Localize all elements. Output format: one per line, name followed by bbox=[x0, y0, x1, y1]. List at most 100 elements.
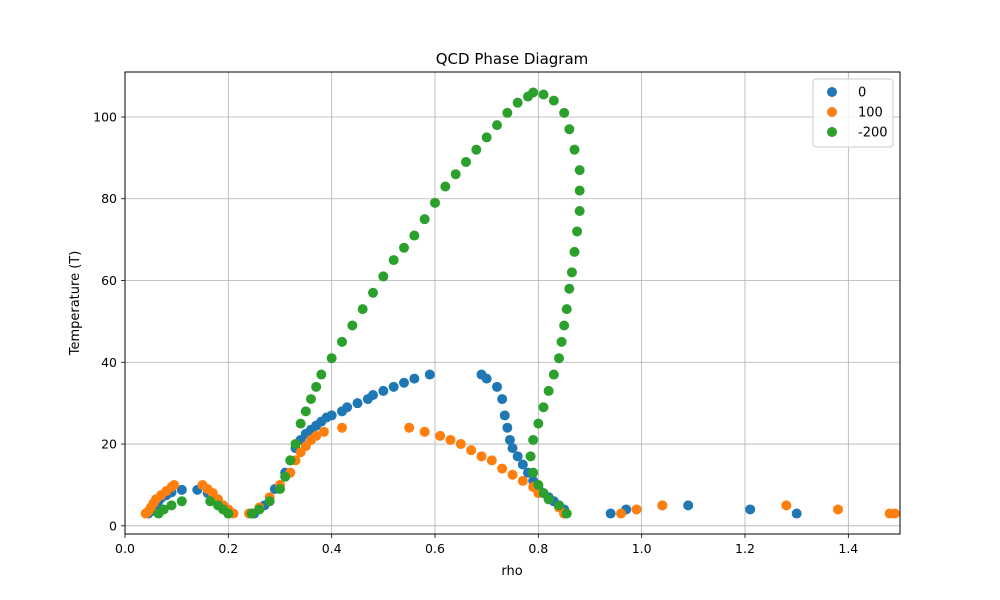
data-point bbox=[399, 242, 409, 253]
x-tick-label: 0.2 bbox=[218, 541, 238, 556]
data-point bbox=[440, 181, 451, 192]
data-point bbox=[781, 500, 792, 511]
data-point bbox=[745, 504, 756, 515]
x-tick-label: 0.6 bbox=[425, 541, 445, 556]
y-axis-ticks: 0 20 40 60 80 100 bbox=[93, 109, 125, 533]
data-point bbox=[533, 479, 544, 490]
data-point bbox=[528, 87, 539, 98]
data-point bbox=[548, 95, 559, 106]
plot-frame bbox=[124, 71, 901, 535]
data-point bbox=[481, 132, 492, 143]
legend-label: -200 bbox=[858, 126, 888, 141]
data-point bbox=[683, 500, 694, 511]
data-point bbox=[502, 107, 513, 118]
data-point bbox=[419, 426, 430, 437]
data-point bbox=[504, 434, 515, 445]
data-point bbox=[564, 283, 575, 294]
data-point bbox=[525, 451, 536, 462]
y-tick-label: 100 bbox=[93, 109, 117, 124]
data-point bbox=[517, 475, 528, 486]
data-point bbox=[424, 369, 435, 380]
data-point bbox=[605, 508, 616, 519]
data-point bbox=[435, 430, 446, 441]
data-point bbox=[326, 410, 337, 421]
data-point bbox=[166, 500, 177, 511]
data-point bbox=[378, 271, 389, 282]
data-point bbox=[455, 439, 466, 450]
legend-marker bbox=[827, 127, 837, 137]
data-point bbox=[507, 469, 518, 480]
data-point bbox=[528, 467, 539, 478]
data-point bbox=[275, 484, 285, 495]
x-tick-label: 1.2 bbox=[735, 541, 755, 556]
data-point bbox=[326, 353, 337, 364]
data-point bbox=[566, 267, 577, 278]
data-point bbox=[528, 434, 539, 445]
data-point bbox=[492, 381, 502, 392]
y-tick-label: 0 bbox=[109, 518, 117, 533]
data-point bbox=[342, 402, 353, 413]
chart-title: QCD Phase Diagram bbox=[436, 50, 589, 68]
data-point bbox=[538, 402, 549, 413]
data-point bbox=[791, 508, 802, 519]
data-point bbox=[404, 422, 415, 433]
data-point bbox=[450, 169, 461, 180]
data-point bbox=[889, 508, 900, 519]
y-tick-label: 20 bbox=[101, 437, 117, 452]
x-tick-label: 1.4 bbox=[838, 541, 858, 556]
data-point bbox=[559, 320, 570, 331]
data-point bbox=[497, 394, 508, 405]
data-point bbox=[461, 156, 471, 167]
data-point bbox=[517, 459, 528, 470]
data-point bbox=[543, 494, 554, 505]
data-point bbox=[409, 230, 420, 241]
data-point bbox=[254, 504, 265, 515]
data-point bbox=[476, 451, 487, 462]
data-point bbox=[295, 418, 306, 429]
data-point bbox=[205, 496, 216, 507]
data-point bbox=[548, 369, 559, 380]
x-tick-label: 0.8 bbox=[528, 541, 548, 556]
data-point bbox=[492, 120, 502, 131]
data-point bbox=[543, 385, 554, 396]
data-point bbox=[169, 479, 180, 490]
data-point bbox=[246, 508, 257, 519]
data-point bbox=[280, 471, 291, 482]
data-point bbox=[486, 455, 497, 466]
data-point bbox=[388, 381, 399, 392]
data-point bbox=[347, 320, 358, 331]
x-tick-label: 1.0 bbox=[632, 541, 652, 556]
data-point bbox=[556, 336, 567, 347]
data-point bbox=[574, 206, 585, 217]
data-point bbox=[466, 445, 477, 456]
data-point bbox=[554, 500, 564, 511]
grid bbox=[124, 72, 900, 534]
data-point bbox=[388, 255, 399, 266]
legend: 0 100 -200 bbox=[812, 78, 894, 148]
data-point bbox=[502, 422, 513, 433]
data-point bbox=[564, 124, 575, 135]
data-point bbox=[507, 443, 518, 454]
data-point bbox=[223, 508, 234, 519]
legend-label: 100 bbox=[858, 106, 883, 121]
data-point bbox=[176, 484, 187, 495]
data-point bbox=[311, 381, 322, 392]
data-point bbox=[481, 373, 492, 384]
data-point bbox=[499, 410, 510, 421]
data-point bbox=[430, 197, 440, 208]
data-point bbox=[574, 185, 585, 196]
x-tick-label: 0.0 bbox=[115, 541, 135, 556]
data-point bbox=[445, 434, 456, 445]
data-point bbox=[833, 504, 843, 515]
x-axis-title: rho bbox=[501, 564, 522, 579]
y-axis-title: Temperature (T) bbox=[68, 251, 83, 357]
data-point bbox=[378, 385, 389, 396]
data-point bbox=[409, 373, 420, 384]
data-point bbox=[300, 406, 311, 417]
x-tick-label: 0.4 bbox=[322, 541, 342, 556]
data-point bbox=[569, 246, 580, 257]
y-tick-label: 60 bbox=[101, 273, 117, 288]
data-point bbox=[554, 353, 564, 364]
legend-marker bbox=[827, 107, 837, 117]
data-point bbox=[158, 504, 169, 515]
